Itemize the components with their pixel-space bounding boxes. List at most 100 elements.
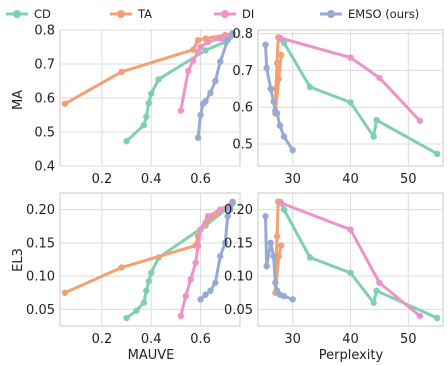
data-point-ta [273, 233, 281, 240]
data-point-emso [229, 30, 236, 37]
y-tick-label: 0.20 [26, 203, 55, 218]
data-point-cd [143, 113, 150, 120]
y-tick-label: 0.20 [224, 203, 253, 218]
data-point-di [217, 206, 224, 213]
data-point-cd [145, 278, 152, 285]
y-tick-label: 0.15 [26, 236, 55, 251]
panel-bottom-right: 30 40 50 0.05 0.10 0.15 0.20 [224, 192, 444, 347]
legend-marker [327, 10, 335, 18]
data-point-di [187, 276, 194, 283]
data-point-di [416, 312, 424, 320]
legend-marker [221, 10, 229, 18]
data-point-ta [194, 37, 202, 44]
series-di [177, 199, 236, 320]
y-tick-label: 0.05 [26, 303, 55, 318]
data-point-emso [197, 296, 204, 303]
series-di [277, 34, 424, 124]
series-line-di [279, 201, 422, 318]
legend-item-emso: EMSO (ours) [320, 7, 419, 21]
panel-top-right: 30 40 50 0.5 0.6 0.7 0.8 [232, 27, 444, 187]
data-point-ta [189, 46, 197, 53]
series-group [262, 34, 441, 158]
x-tick-label: 0.2 [92, 332, 113, 347]
data-point-cd [434, 150, 441, 158]
data-point-emso [212, 279, 219, 286]
series-emso [197, 199, 236, 303]
data-point-emso [226, 206, 234, 213]
y-tick-label: 0.15 [224, 236, 253, 251]
x-axis-label-right: Perplexity [319, 348, 384, 363]
data-point-di [197, 226, 204, 233]
data-point-cd [306, 254, 314, 261]
x-tick-label: 40 [342, 172, 359, 187]
data-point-cd [347, 269, 354, 276]
panel-bottom-left: 0.2 0.4 0.6 0.05 0.10 0.15 0.20 [26, 192, 241, 347]
data-point-ta [61, 289, 69, 296]
legend-marker [117, 10, 125, 18]
data-point-cd [140, 299, 148, 306]
data-point-emso [202, 291, 209, 298]
y-axis-label-bottom: EL3 [11, 248, 26, 272]
data-point-ta [277, 242, 285, 249]
data-point-cd [280, 39, 288, 47]
data-point-ta [275, 252, 283, 260]
x-tick-label: 50 [400, 172, 417, 187]
data-point-emso [229, 199, 236, 207]
legend-item-ta: TA [110, 7, 152, 21]
data-point-emso [194, 134, 202, 141]
data-point-cd [148, 90, 155, 97]
data-point-ta [118, 68, 125, 76]
data-point-emso [263, 64, 270, 72]
x-tick-label: 0.4 [141, 172, 162, 187]
data-point-di [204, 213, 212, 220]
x-tick-label: 0.6 [190, 172, 211, 187]
panels: 0.2 0.4 0.60.40.50.60.70.830 40 500.50.60.70… [26, 24, 444, 347]
data-point-ta [272, 85, 280, 93]
legend-label: EMSO (ours) [348, 7, 419, 21]
y-tick-label: 0.8 [232, 27, 253, 42]
legend-item-cd: CD [6, 7, 51, 21]
y-tick-label: 0.10 [26, 270, 55, 285]
data-point-cd [373, 116, 380, 124]
data-point-emso [267, 239, 274, 247]
data-point-ta [275, 75, 283, 83]
data-point-di [177, 312, 185, 320]
x-tick-label: 40 [342, 332, 359, 347]
data-point-emso [270, 98, 277, 105]
data-point-ta [61, 100, 69, 107]
legend-label: DI [242, 7, 254, 21]
data-point-emso [262, 41, 269, 48]
data-point-cd [370, 299, 377, 306]
data-point-cd [140, 122, 148, 129]
y-axis-label-top: MA [11, 90, 26, 110]
data-point-emso [197, 111, 204, 119]
y-tick-label: 0.6 [34, 92, 55, 107]
data-point-cd [123, 137, 130, 145]
x-tick-label: 0.2 [92, 172, 113, 187]
data-point-emso [289, 146, 296, 154]
data-point-emso [212, 77, 219, 85]
data-point-emso [224, 37, 231, 44]
data-point-emso [280, 292, 288, 300]
x-tick-label: 30 [284, 172, 301, 187]
x-axis-label-left: MAUVE [128, 348, 175, 363]
data-point-emso [262, 213, 269, 220]
data-point-cd [143, 287, 150, 294]
data-point-di [416, 117, 424, 124]
data-point-di [347, 54, 354, 61]
series-emso [262, 41, 296, 154]
data-point-emso [273, 110, 281, 117]
data-point-cd [370, 133, 377, 140]
data-point-emso [289, 296, 296, 303]
data-point-cd [133, 307, 140, 314]
data-point-cd [434, 314, 441, 322]
y-tick-label: 0.05 [224, 303, 253, 318]
data-point-di [376, 279, 383, 286]
y-tick-label: 0.5 [34, 126, 55, 141]
data-point-emso [280, 133, 288, 140]
y-tick-label: 0.7 [34, 58, 55, 73]
data-point-cd [155, 76, 162, 83]
data-point-emso [263, 262, 270, 270]
data-point-di [177, 107, 185, 114]
